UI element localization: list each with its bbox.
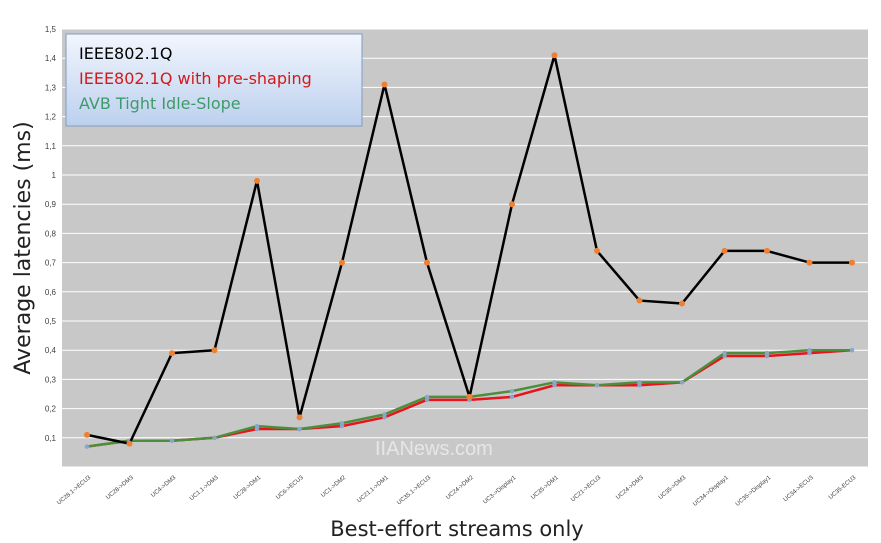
data-point xyxy=(169,438,175,443)
series-ieee802-1q xyxy=(84,52,855,447)
data-point xyxy=(296,414,303,421)
data-point xyxy=(254,177,260,184)
x-tick-label: UC28.1->ECU3 xyxy=(56,475,92,507)
y-axis-ticks: 0,1 0,2 0,3 0,4 0,5 0,6 0,7 0,8 0,9 1 1,1 1,2 1,3 1,4… xyxy=(45,25,57,443)
data-point xyxy=(637,380,642,385)
data-point xyxy=(84,444,90,449)
x-axis-title: Best-effort streams only xyxy=(330,517,584,541)
x-tick-label: UC34->ECU3 xyxy=(783,475,816,504)
x-tick-label: UC24->DM3 xyxy=(615,475,645,502)
y-tick-label: 0,8 xyxy=(45,229,57,238)
y-axis-title: Average latencies (ms) xyxy=(11,121,36,374)
y-tick-label: 1,1 xyxy=(45,142,57,151)
legend-entry-ieee8021q: IEEE802.1Q xyxy=(79,44,172,63)
x-tick-label: UC3->Display1 xyxy=(482,475,517,506)
data-point xyxy=(849,259,855,266)
x-tick-label: UC35-ECU3 xyxy=(828,475,858,501)
data-point xyxy=(806,259,813,266)
data-point xyxy=(297,426,302,432)
data-point xyxy=(382,412,387,417)
data-point xyxy=(636,297,643,304)
x-tick-label: UC24->DM2 xyxy=(445,475,475,502)
data-point xyxy=(552,380,557,385)
legend-entry-avb-tight-idle-slope: AVB Tight Idle-Slope xyxy=(79,94,241,113)
data-point xyxy=(764,350,770,356)
legend-box xyxy=(65,33,363,127)
x-tick-label: UC4->DM3 xyxy=(150,475,177,499)
y-tick-label: 0,9 xyxy=(45,200,57,209)
x-tick-label: UC28->DM3 xyxy=(105,475,135,502)
x-axis-ticks: UC28.1->ECU3 UC28->DM3 UC4->DM3 UC1.1->DM3 U… xyxy=(56,475,857,508)
x-tick-label: UC35->DM1 xyxy=(530,475,560,502)
data-point xyxy=(722,350,727,356)
x-tick-label: UC6->ECU3 xyxy=(275,475,305,502)
y-tick-label: 0,2 xyxy=(45,405,57,414)
y-tick-label: 0,3 xyxy=(45,375,57,384)
data-point xyxy=(466,393,473,400)
y-tick-label: 0,4 xyxy=(45,346,57,355)
x-tick-label: UC1.1->DM3 xyxy=(189,475,220,503)
y-tick-label: 0,5 xyxy=(45,317,57,326)
data-point xyxy=(679,380,685,385)
data-point xyxy=(424,394,430,400)
gridlines xyxy=(62,28,868,468)
y-tick-label: 1 xyxy=(52,171,57,180)
x-tick-label: UC21.1->DM1 xyxy=(356,475,390,505)
watermark: IIANews.com xyxy=(375,438,493,460)
y-tick-label: 0,7 xyxy=(45,259,57,268)
data-point xyxy=(212,435,217,440)
data-point xyxy=(254,423,260,429)
data-point xyxy=(126,440,133,447)
data-point xyxy=(509,394,515,400)
data-point xyxy=(339,421,345,426)
data-point xyxy=(594,247,600,254)
data-point xyxy=(594,383,600,388)
y-tick-label: 0,6 xyxy=(45,288,57,297)
data-point xyxy=(381,81,388,88)
data-point xyxy=(424,259,430,266)
data-point xyxy=(721,247,728,254)
data-point xyxy=(84,431,90,438)
data-point xyxy=(849,348,855,353)
data-point xyxy=(764,247,770,254)
legend-entry-ieee8021q-pre-shaping: IEEE802.1Q with pre-shaping xyxy=(79,69,312,88)
x-tick-label: UC35.1->ECU3 xyxy=(396,475,432,507)
y-tick-label: 1,4 xyxy=(45,54,57,63)
data-point xyxy=(339,259,345,266)
x-tick-label: UC28->DM1 xyxy=(233,475,263,502)
y-tick-label: 1,3 xyxy=(45,83,57,92)
y-tick-label: 0,1 xyxy=(45,434,57,443)
y-tick-label: 1,5 xyxy=(45,25,57,34)
data-point xyxy=(509,201,515,208)
x-tick-label: UC35->DM3 xyxy=(658,475,688,502)
data-point xyxy=(679,300,685,307)
x-tick-label: UC21->ECU3 xyxy=(570,475,603,504)
data-point xyxy=(807,348,812,353)
legend: IEEE802.1Q IEEE802.1Q with pre-shaping A… xyxy=(65,33,363,127)
data-point xyxy=(169,350,175,357)
x-tick-label: UC34->Display1 xyxy=(692,475,730,508)
data-point xyxy=(509,388,515,394)
y-tick-label: 1,2 xyxy=(45,113,57,122)
x-tick-label: UC35->Display1 xyxy=(735,475,773,508)
data-point xyxy=(211,347,218,354)
data-point xyxy=(551,52,558,59)
series-layer xyxy=(84,52,855,449)
x-tick-label: UC1->DM2 xyxy=(320,475,347,499)
